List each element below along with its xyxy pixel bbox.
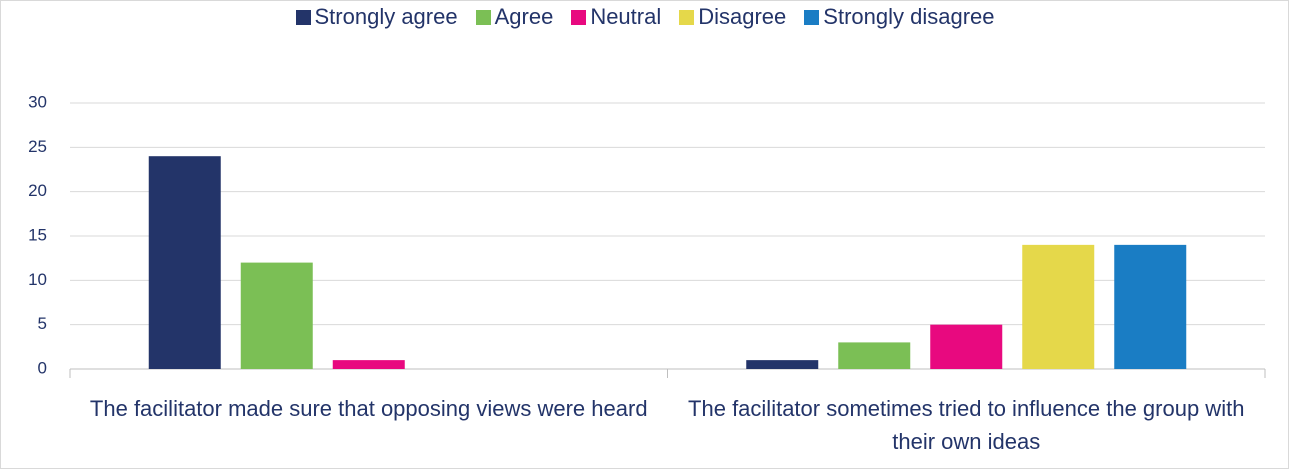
y-tick-label: 0 bbox=[38, 358, 47, 377]
legend-item: Neutral bbox=[571, 4, 661, 30]
legend-swatch bbox=[679, 9, 695, 25]
bar bbox=[1022, 244, 1095, 369]
legend-swatch bbox=[804, 9, 820, 25]
y-tick-label: 15 bbox=[28, 225, 47, 244]
legend-label: Strongly disagree bbox=[823, 4, 995, 29]
bar bbox=[332, 360, 405, 369]
x-tick-label: The facilitator sometimes tried to influ… bbox=[688, 396, 1245, 454]
legend-item: Disagree bbox=[679, 4, 786, 30]
legend-item: Strongly disagree bbox=[804, 4, 995, 30]
bar bbox=[148, 156, 221, 369]
bar bbox=[1114, 244, 1187, 369]
legend-swatch bbox=[295, 9, 311, 25]
bar bbox=[838, 342, 911, 369]
legend-label: Strongly agree bbox=[314, 4, 458, 29]
bar bbox=[746, 360, 819, 369]
y-tick-label: 30 bbox=[28, 92, 47, 111]
y-tick-label: 5 bbox=[38, 314, 47, 333]
legend: Strongly agree Agree Neutral Disagree Strong… bbox=[0, 4, 1290, 30]
y-tick-label: 25 bbox=[28, 137, 47, 156]
y-tick-label: 20 bbox=[28, 181, 47, 200]
legend-label: Agree bbox=[494, 4, 554, 29]
legend-item: Agree bbox=[475, 4, 554, 30]
bar bbox=[930, 324, 1003, 369]
legend-swatch bbox=[475, 9, 491, 25]
legend-label: Disagree bbox=[698, 4, 787, 29]
y-tick-label: 10 bbox=[28, 270, 47, 289]
legend-label: Neutral bbox=[590, 4, 662, 29]
x-tick-label: The facilitator made sure that opposing … bbox=[89, 396, 648, 421]
bar bbox=[240, 262, 313, 369]
legend-item: Strongly agree bbox=[295, 4, 458, 30]
legend-swatch bbox=[571, 9, 587, 25]
